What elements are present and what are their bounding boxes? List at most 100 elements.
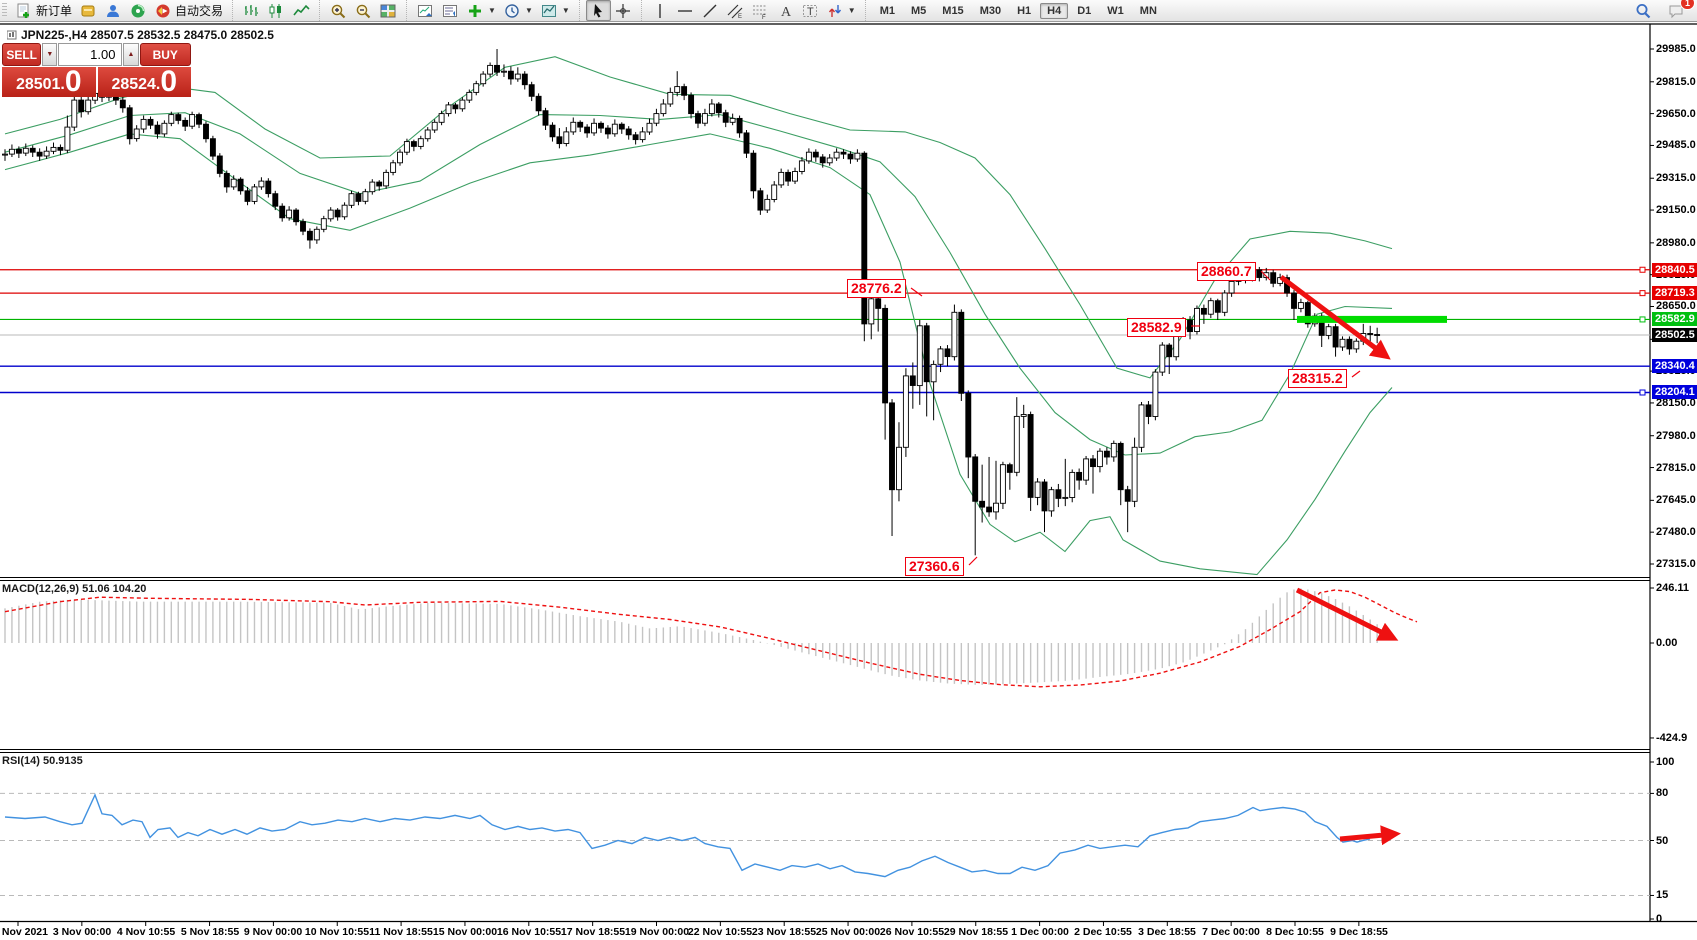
volume-decrease-button[interactable]: ▼: [42, 43, 58, 66]
community-icon: [105, 3, 122, 19]
buy-price-display[interactable]: 28524. 0: [97, 65, 191, 98]
toolbar-tile-windows-button[interactable]: [376, 0, 401, 21]
indicator-window-icon: [417, 3, 434, 19]
rsi-axis-tick: 100: [1656, 756, 1675, 768]
toolbar-text-button[interactable]: A: [773, 0, 798, 21]
toolbar-hline-button[interactable]: [673, 0, 698, 21]
buy-price-pips: 0: [160, 65, 178, 98]
dropdown-caret-icon: ▼: [488, 6, 496, 15]
time-axis-label: 26 Nov 10:55: [879, 926, 945, 938]
timeframe-w1-button[interactable]: W1: [1107, 4, 1124, 17]
timeframe-h4-button[interactable]: H4: [1040, 2, 1069, 19]
macd-trend-arrow: [1295, 587, 1399, 641]
timeframe-m15-button[interactable]: M15: [942, 4, 964, 17]
time-axis-label: 9 Nov 00:00: [243, 926, 303, 938]
time-axis-label: 7 Dec 00:00: [1202, 926, 1260, 938]
volume-input[interactable]: 1.00: [58, 43, 123, 66]
toolbar-group-draw: E F A T ▼: [640, 0, 863, 21]
zoom-in-icon: [330, 3, 347, 19]
time-axis-label: 4 Nov 10:55: [116, 926, 176, 938]
toolbar-autotrading-button[interactable]: 自动交易: [151, 0, 227, 21]
rsi-axis-tick: 0: [1656, 913, 1663, 925]
toolbar-crosshair-button[interactable]: [611, 0, 636, 21]
chart-shift-icon: [541, 3, 558, 19]
toolbar-search-button[interactable]: [1631, 0, 1656, 21]
toolbar-zoom-out-button[interactable]: [351, 0, 376, 21]
zoom-out-icon: [355, 3, 372, 19]
notification-badge: 1: [1679, 0, 1695, 10]
volume-increase-button[interactable]: ▲: [123, 43, 139, 66]
buy-button[interactable]: BUY: [139, 43, 191, 66]
toolbar-arrows-button[interactable]: ▼: [823, 0, 860, 21]
toolbar-periods-clock-button[interactable]: ▼: [500, 0, 537, 21]
price-tag-28719.3: 28719.3: [1652, 286, 1697, 300]
toolbar-zoom-in-button[interactable]: [326, 0, 351, 21]
time-axis-label: 19 Nov 00:00: [624, 926, 690, 938]
toolbar-chat-button[interactable]: 1: [1664, 0, 1695, 21]
toolbar-trendline-button[interactable]: [698, 0, 723, 21]
time-axis-label: 1 Dec 00:00: [1011, 926, 1069, 938]
price-axis-tick: 29815.0: [1656, 76, 1696, 88]
autotrading-icon: [155, 3, 172, 19]
rsi-axis-tick: 15: [1656, 889, 1669, 901]
hline-icon: [677, 3, 694, 19]
toolbar-channel-button[interactable]: E: [723, 0, 748, 21]
toolbar-indicator-window-button[interactable]: [413, 0, 438, 21]
price-axis-tick: 27645.0: [1656, 494, 1696, 506]
price-axis-tick: 29985.0: [1656, 43, 1696, 55]
tile-windows-icon: [380, 3, 397, 19]
timeframe-d1-button[interactable]: D1: [1077, 4, 1092, 17]
toolbar-text-label-button[interactable]: T: [798, 0, 823, 21]
toolbar-bar-chart-button[interactable]: [239, 0, 264, 21]
profile-icon: [80, 3, 97, 19]
toolbar-new-order-label: 新订单: [36, 4, 73, 18]
rsi-axis-tick: 80: [1656, 787, 1669, 799]
time-axis-label: 17 Nov 18:55: [560, 926, 626, 938]
time-axis-label: 15 Nov 00:00: [432, 926, 498, 938]
toolbar-add-indicator-button[interactable]: ▼: [463, 0, 500, 21]
time-axis-label: 23 Nov 18:55: [751, 926, 817, 938]
toolbar-indicator-list-button[interactable]: [438, 0, 463, 21]
toolbar-fibonacci-button[interactable]: F: [748, 0, 773, 21]
toolbar-signals-button[interactable]: [126, 0, 151, 21]
bar-chart-icon: [243, 3, 260, 19]
line-chart-icon: [293, 3, 310, 19]
chart-window[interactable]: JPN225-,H4 28507.5 28532.5 28475.0 28502…: [0, 22, 1697, 940]
toolbar-new-order-button[interactable]: 新订单: [12, 0, 76, 21]
price-axis-tick: 29650.0: [1656, 108, 1696, 120]
sell-button[interactable]: SELL: [2, 43, 42, 66]
rsi-line: [4, 793, 1371, 878]
price-axis-tick: 28650.0: [1656, 300, 1696, 312]
timeframe-mn-button[interactable]: MN: [1139, 4, 1157, 17]
buy-price-main: 28524.: [111, 76, 161, 93]
time-axis-label: 22 Nov 10:55: [687, 926, 753, 938]
toolbar-line-chart-button[interactable]: [289, 0, 314, 21]
toolbar-community-button[interactable]: [101, 0, 126, 21]
timeframe-m1-button[interactable]: M1: [879, 4, 895, 17]
price-trend-arrow: [1279, 275, 1391, 360]
macd-axis-tick: 0.00: [1656, 637, 1678, 649]
time-axis-label: 5 Nov 18:55: [180, 926, 240, 938]
timeframe-m5-button[interactable]: M5: [911, 4, 927, 17]
toolbar-group-pointer: [578, 0, 639, 21]
toolbar-cursor-button[interactable]: [585, 0, 611, 21]
rsi-indicator-label: RSI(14) 50.9135: [2, 755, 83, 767]
toolbar-vline-button[interactable]: [648, 0, 673, 21]
support-zone-highlight: [1297, 315, 1447, 323]
timeframe-m30-button[interactable]: M30: [979, 4, 1002, 17]
search-icon: [1635, 3, 1652, 19]
time-axis-label: 11 Nov 18:55: [369, 926, 433, 938]
toolbar-chart-shift-button[interactable]: ▼: [537, 0, 574, 21]
sell-price-display[interactable]: 28501. 0: [2, 67, 96, 97]
text-icon: A: [777, 3, 794, 19]
toolbar-candle-chart-button[interactable]: [264, 0, 289, 21]
toolbar-profile-button[interactable]: [76, 0, 101, 21]
toolbar-group-timeframes: M1 M5 M15 M30 H1 H4 D1 W1 MN: [864, 0, 1168, 21]
time-axis-label: 8 Dec 10:55: [1266, 926, 1324, 938]
time-axis-label: 9 Dec 18:55: [1330, 926, 1388, 938]
timeframe-h1-button[interactable]: H1: [1017, 4, 1032, 17]
price-callout-28315.2: 28315.2: [1288, 369, 1347, 388]
toolbar-grip[interactable]: [2, 3, 7, 18]
arrows-icon: [827, 3, 844, 19]
